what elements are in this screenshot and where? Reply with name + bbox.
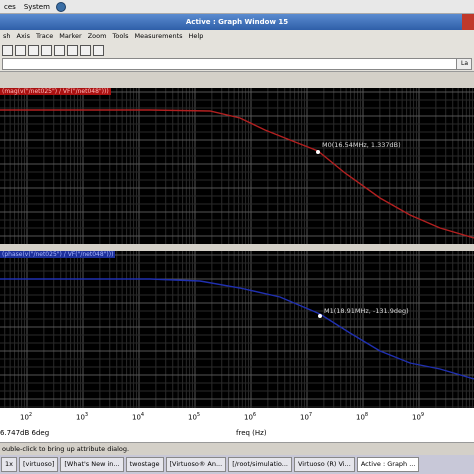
window-menubar: sh Axis Trace Marker Zoom Tools Measurem… [0, 30, 474, 42]
strip-icon[interactable] [41, 45, 52, 56]
window-titlebar: Active : Graph Window 15 [0, 14, 474, 30]
x-tick-label: 109 [412, 412, 425, 422]
system-menubar: ces System [0, 0, 474, 14]
taskbar-item[interactable]: twostage [125, 457, 164, 472]
toolbar: La [0, 42, 474, 72]
x-axis-label: freq (Hz) [236, 429, 267, 437]
magnitude-plot-canvas [0, 88, 474, 244]
taskbar-item[interactable]: [/root/simulatio... [228, 457, 292, 472]
menu-marker[interactable]: Marker [59, 32, 82, 40]
x-tick-label: 105 [188, 412, 201, 422]
close-icon[interactable] [462, 14, 474, 30]
taskbar-item[interactable]: [Virtuoso® An... [165, 457, 227, 472]
globe-icon[interactable] [55, 1, 66, 12]
cursor-readout: 6.747dB 6deg [0, 429, 50, 437]
marker-icon[interactable] [93, 45, 104, 56]
marker-m1-label[interactable]: M1(18.91MHz, -131.9deg) [324, 307, 409, 315]
expression-field[interactable] [2, 58, 458, 70]
zoom-icon[interactable] [54, 45, 65, 56]
phase-plot[interactable]: (phase(v("/net025") / VF("/net048"))) M1… [0, 251, 474, 408]
taskbar-item[interactable]: Virtuoso (R) Vi... [293, 457, 355, 472]
x-tick-label: 106 [244, 412, 257, 422]
subwindow-icon[interactable] [28, 45, 39, 56]
x-tick-label: 108 [356, 412, 369, 422]
phase-trace [0, 278, 474, 380]
window-title: Active : Graph Window 15 [185, 18, 289, 26]
grid-icon[interactable] [80, 45, 91, 56]
new-window-icon[interactable] [15, 45, 26, 56]
magnitude-plot[interactable]: (mag(v("/net025") / VF("/net048"))) M0(1… [0, 88, 474, 244]
phase-trace-title[interactable]: (phase(v("/net025") / VF("/net048"))) [0, 251, 116, 258]
pointer-icon[interactable] [2, 45, 13, 56]
taskbar: 1x [virtuoso] [What's New in... twostage… [0, 455, 474, 474]
menu-places[interactable]: ces [4, 2, 16, 11]
menu-axis[interactable]: Axis [16, 32, 31, 40]
marker-m0 [316, 150, 320, 154]
status-text: ouble-click to bring up attribute dialog… [2, 445, 130, 453]
x-axis: 102 103 104 105 106 107 108 109 6.747dB … [0, 408, 474, 442]
menu-tools[interactable]: Tools [112, 32, 129, 40]
menu-help[interactable]: Help [188, 32, 204, 40]
status-bar: ouble-click to bring up attribute dialog… [0, 442, 474, 454]
taskbar-item-active[interactable]: Active : Graph ... [356, 457, 420, 472]
marker-m0-label[interactable]: M0(16.54MHz, 1.337dB) [322, 141, 401, 149]
menu-zoom[interactable]: Zoom [87, 32, 107, 40]
marker-m1 [318, 314, 322, 318]
menu-measurements[interactable]: Measurements [134, 32, 183, 40]
x-tick-label: 102 [20, 412, 33, 422]
taskbar-item[interactable]: 1x [1, 457, 17, 472]
label-button[interactable]: La [456, 58, 472, 70]
menu-system[interactable]: System [23, 2, 50, 11]
x-tick-label: 104 [132, 412, 145, 422]
taskbar-item[interactable]: [virtuoso] [18, 457, 59, 472]
menu-window[interactable]: sh [3, 32, 11, 40]
x-tick-label: 107 [300, 412, 313, 422]
phase-plot-canvas [0, 251, 474, 408]
x-tick-label: 103 [76, 412, 89, 422]
magnitude-trace [0, 109, 474, 239]
menu-trace[interactable]: Trace [36, 32, 54, 40]
magnitude-trace-title[interactable]: (mag(v("/net025") / VF("/net048"))) [0, 88, 111, 95]
fit-icon[interactable] [67, 45, 78, 56]
taskbar-item[interactable]: [What's New in... [60, 457, 124, 472]
